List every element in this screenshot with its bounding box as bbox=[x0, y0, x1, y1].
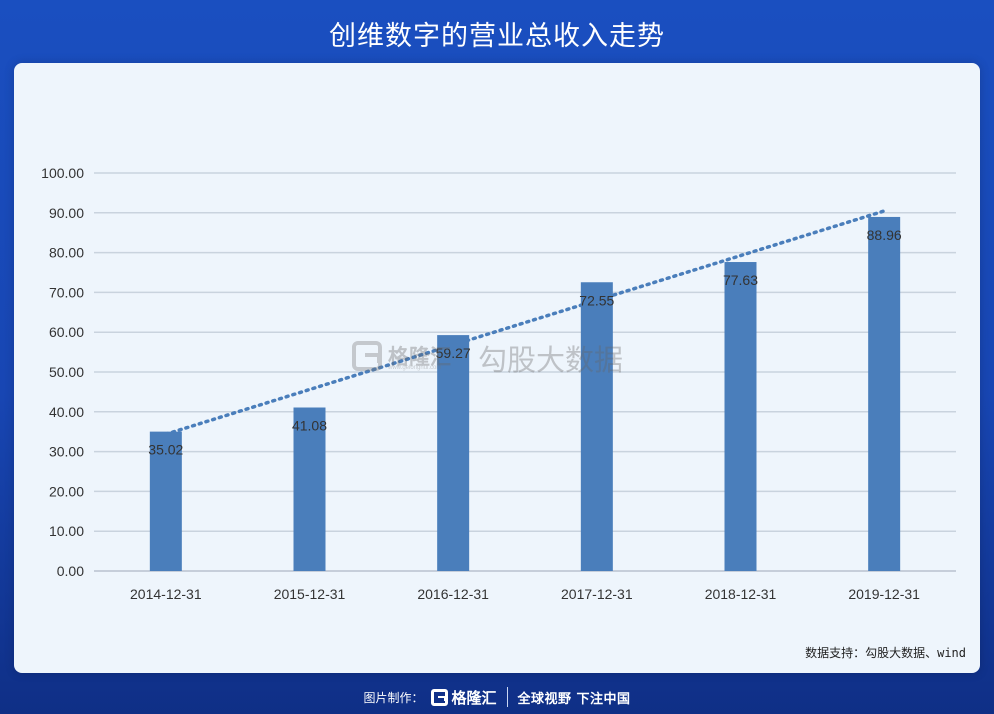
y-tick-label: 10.00 bbox=[49, 523, 84, 539]
y-tick-label: 70.00 bbox=[49, 284, 84, 300]
x-tick-label: 2017-12-31 bbox=[561, 586, 633, 602]
trendline bbox=[164, 209, 886, 436]
chart-card: 0.00 10.00 20.00 30.00 40.00 50.00 60.00 70.00 8… bbox=[14, 63, 980, 673]
y-tick-label: 50.00 bbox=[49, 364, 84, 380]
x-tick-label: 2016-12-31 bbox=[417, 586, 489, 602]
data-label: 72.55 bbox=[579, 292, 614, 308]
y-tick-label: 0.00 bbox=[57, 563, 84, 579]
data-label: 88.96 bbox=[867, 227, 902, 243]
bar bbox=[580, 282, 613, 571]
page-title: 创维数字的营业总收入走势 bbox=[329, 21, 665, 52]
footer: 图片制作： 格隆汇 全球视野 下注中国 bbox=[0, 683, 994, 711]
y-tick-label: 20.00 bbox=[49, 483, 84, 499]
footer-slogan: 全球视野 下注中国 bbox=[517, 691, 631, 707]
source-note: 数据支持：勾股大数据、wind bbox=[805, 646, 966, 660]
y-tick-label: 80.00 bbox=[49, 245, 84, 261]
data-label: 35.02 bbox=[148, 442, 183, 458]
x-tick-label: 2018-12-31 bbox=[705, 586, 777, 602]
footer-label: 图片制作： bbox=[363, 690, 424, 705]
bar bbox=[437, 335, 470, 571]
y-tick-label: 30.00 bbox=[49, 444, 84, 460]
y-tick-label: 100.00 bbox=[41, 165, 84, 181]
y-tick-label: 40.00 bbox=[49, 404, 84, 420]
data-label: 59.27 bbox=[436, 345, 471, 361]
bar bbox=[724, 262, 757, 571]
footer-brand: 格隆汇 bbox=[451, 688, 497, 707]
x-tick-label: 2015-12-31 bbox=[274, 586, 346, 602]
y-tick-label: 90.00 bbox=[49, 205, 84, 221]
brand-logo-icon bbox=[431, 688, 449, 706]
x-tick-label: 2014-12-31 bbox=[130, 586, 202, 602]
footer-divider bbox=[506, 687, 508, 707]
bar-chart: 0.00 10.00 20.00 30.00 40.00 50.00 60.00 70.00 8… bbox=[41, 165, 956, 602]
bar bbox=[293, 407, 326, 571]
bar bbox=[149, 431, 182, 571]
data-label: 77.63 bbox=[723, 272, 758, 288]
data-label: 41.08 bbox=[292, 418, 327, 434]
x-tick-label: 2019-12-31 bbox=[848, 586, 920, 602]
bar bbox=[868, 216, 901, 571]
y-tick-label: 60.00 bbox=[49, 324, 84, 340]
